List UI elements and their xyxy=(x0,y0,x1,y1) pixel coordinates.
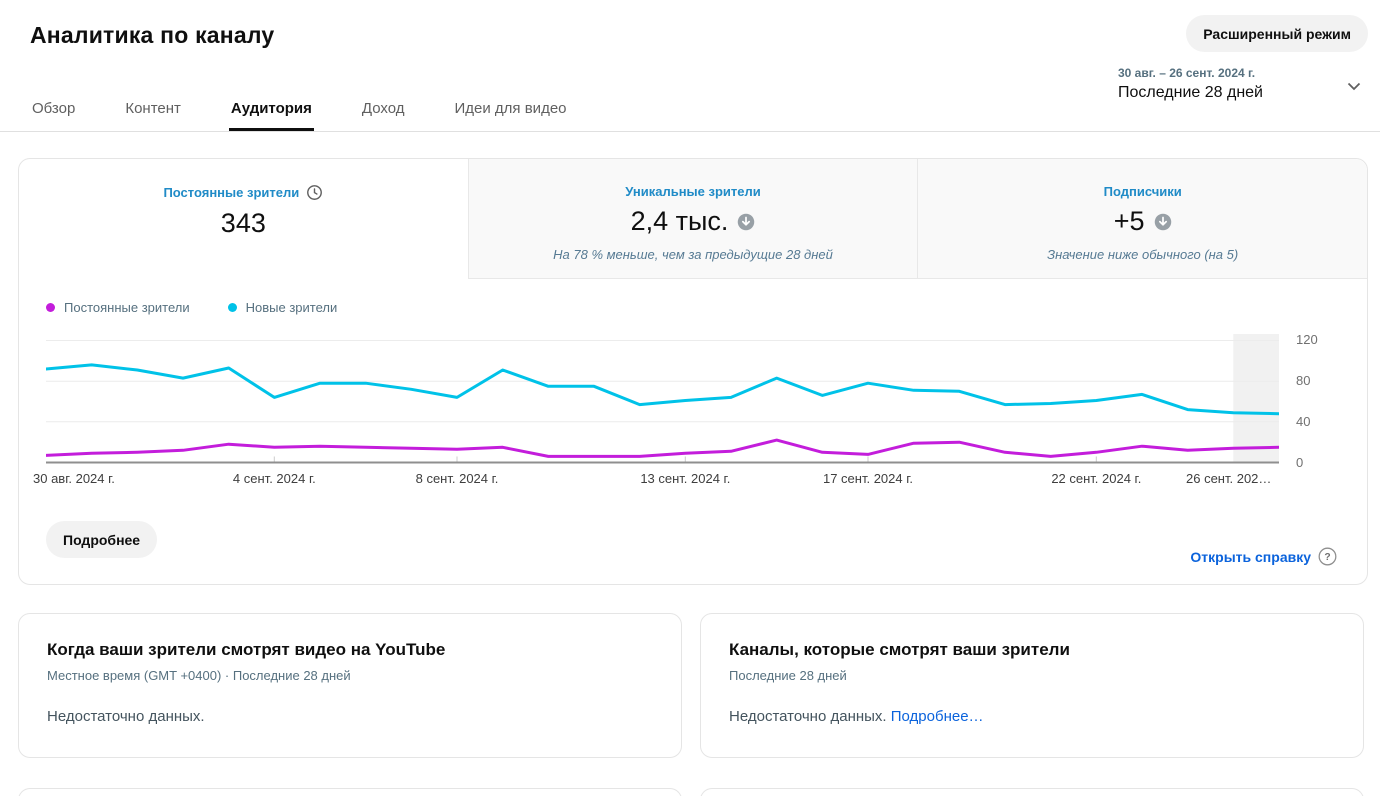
metric-value: 2,4 тыс. xyxy=(630,206,729,236)
legend-label: Новые зрители xyxy=(245,300,338,315)
card-subtitle: Последние 28 дней xyxy=(729,668,847,683)
legend-item-new-viewers: Новые зрители xyxy=(227,300,338,315)
metric-value: 343 xyxy=(220,208,266,238)
y-axis-tick-label: 80 xyxy=(1296,373,1311,388)
chart-legend: Постоянные зрители Новые зрители xyxy=(46,300,337,315)
x-axis-tick-label: 26 сент. 202… xyxy=(1186,471,1272,486)
svg-text:?: ? xyxy=(1324,552,1330,563)
clock-icon xyxy=(306,184,323,201)
chevron-down-icon[interactable] xyxy=(1342,74,1366,98)
partial-card xyxy=(700,788,1364,796)
y-axis-labels: 0 40 80 120 xyxy=(1296,332,1346,470)
advanced-mode-button[interactable]: Расширенный режим xyxy=(1186,15,1368,52)
analytics-card: Постоянные зрители 343 Уникальные зрител… xyxy=(18,158,1368,585)
tab-revenue[interactable]: Доход xyxy=(361,100,405,117)
y-axis-tick-label: 120 xyxy=(1296,332,1318,347)
open-help-link[interactable]: Открыть справку ? xyxy=(1190,547,1337,566)
metric-label: Подписчики xyxy=(1103,184,1182,199)
card-title: Когда ваши зрители смотрят видео на YouT… xyxy=(47,640,446,659)
question-mark-icon: ? xyxy=(1318,547,1337,566)
metric-tab-unique-viewers[interactable]: Уникальные зрители 2,4 тыс. На 78 % мень… xyxy=(467,159,918,279)
x-axis-tick-label: 17 сент. 2024 г. xyxy=(822,471,914,486)
y-axis-tick-label: 0 xyxy=(1296,455,1304,470)
card-body-text: Недостаточно данных. xyxy=(47,708,205,725)
x-axis-tick-label: 8 сент. 2024 г. xyxy=(415,471,499,486)
x-axis-tick-label: 13 сент. 2024 г. xyxy=(640,471,731,486)
partial-card xyxy=(18,788,682,796)
tab-overview[interactable]: Обзор xyxy=(32,100,76,117)
date-range-picker[interactable]: 30 авг. – 26 сент. 2024 г. Последние 28 … xyxy=(1118,66,1263,102)
tab-audience[interactable]: Аудитория xyxy=(228,88,314,131)
x-axis-labels: 30 авг. 2024 г. 4 сент. 2024 г. 8 сент. 20… xyxy=(33,471,1279,489)
tab-video-ideas[interactable]: Идеи для видео xyxy=(454,100,567,117)
x-axis-tick-label: 30 авг. 2024 г. xyxy=(33,471,115,486)
legend-item-returning-viewers: Постоянные зрители xyxy=(46,300,190,315)
date-range-text: 30 авг. – 26 сент. 2024 г. xyxy=(1118,66,1256,80)
metric-label: Уникальные зрители xyxy=(625,184,761,199)
metric-label: Постоянные зрители xyxy=(163,185,300,200)
header: Аналитика по каналу Расширенный режим Об… xyxy=(0,0,1380,132)
metric-tab-returning-viewers[interactable]: Постоянные зрители 343 xyxy=(19,159,468,279)
metric-value: +5 xyxy=(1113,206,1145,236)
card-subtitle: Местное время (GMT +0400) · Последние 28… xyxy=(47,668,351,683)
line-chart[interactable] xyxy=(44,334,1281,465)
arrow-down-circle-icon xyxy=(737,213,755,231)
arrow-down-circle-icon xyxy=(1154,213,1172,231)
tab-bar: Обзор Контент Аудитория Доход Идеи для в… xyxy=(30,88,569,131)
x-axis-tick-label: 4 сент. 2024 г. xyxy=(232,471,316,486)
open-help-label: Открыть справку xyxy=(1190,548,1311,565)
card-title: Каналы, которые смотрят ваши зрители xyxy=(729,640,1070,659)
legend-label: Постоянные зрители xyxy=(64,300,190,315)
tab-content[interactable]: Контент xyxy=(125,100,181,117)
metric-note: На 78 % меньше, чем за предыдущие 28 дне… xyxy=(553,247,833,262)
learn-more-link[interactable]: Подробнее… xyxy=(890,708,984,725)
metric-tab-subscribers[interactable]: Подписчики +5 Значение ниже обычного (на… xyxy=(917,159,1368,279)
page-title: Аналитика по каналу xyxy=(30,22,275,48)
card-body: Недостаточно данных. xyxy=(47,708,653,725)
y-axis-tick-label: 40 xyxy=(1296,414,1311,429)
metric-tab-bar: Постоянные зрители 343 Уникальные зрител… xyxy=(19,159,1368,279)
see-more-button[interactable]: Подробнее xyxy=(46,521,158,558)
watch-times-card: Когда ваши зрители смотрят видео на YouT… xyxy=(18,613,682,758)
metric-note: Значение ниже обычного (на 5) xyxy=(1047,247,1239,262)
legend-dot-cyan xyxy=(227,303,237,312)
watched-channels-card: Каналы, которые смотрят ваши зрители Пос… xyxy=(700,613,1364,758)
card-body: Недостаточно данных. Подробнее… xyxy=(729,708,1335,725)
x-axis-tick-label: 22 сент. 2024 г. xyxy=(1051,471,1142,486)
legend-dot-magenta xyxy=(46,303,55,312)
card-body-text: Недостаточно данных. xyxy=(729,708,891,725)
date-preset-text: Последние 28 дней xyxy=(1118,84,1263,101)
